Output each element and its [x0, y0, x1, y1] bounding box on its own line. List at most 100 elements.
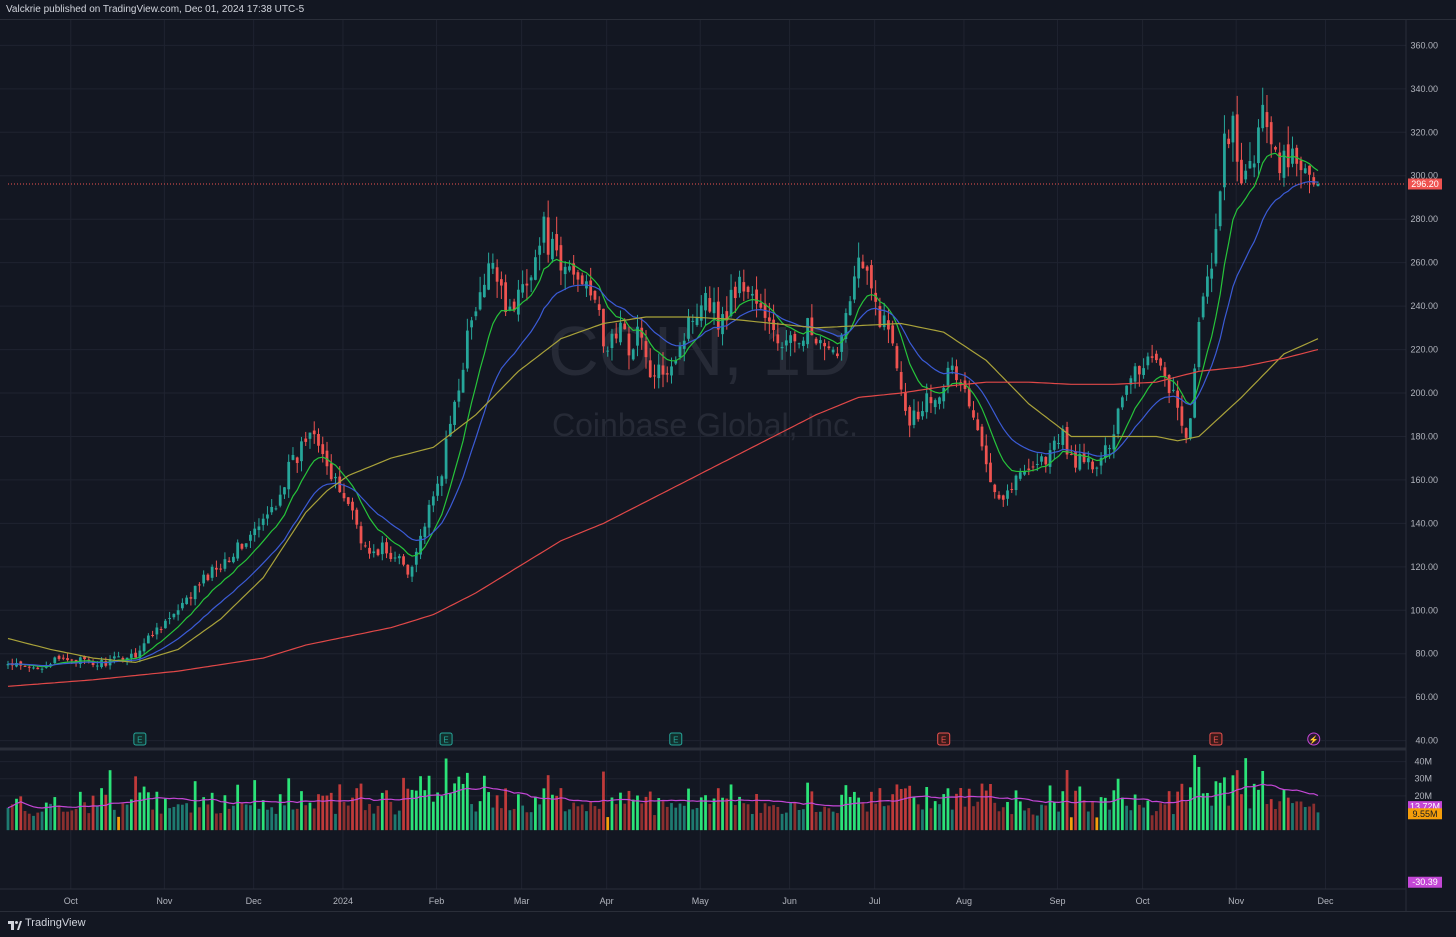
- volume-bar: [1065, 770, 1069, 831]
- volume-bar: [19, 796, 23, 831]
- volume-bar: [610, 797, 614, 831]
- news-event-icon[interactable]: ⚡: [1307, 732, 1321, 746]
- earnings-event-icon[interactable]: E: [439, 732, 453, 746]
- earnings-event-icon[interactable]: E: [669, 732, 683, 746]
- footer-bar: TradingView: [0, 911, 1456, 937]
- volume-bar: [117, 816, 120, 831]
- volume-bar: [1316, 812, 1320, 831]
- volume-bar: [546, 775, 550, 831]
- volume-bar: [351, 797, 354, 831]
- candle-body: [444, 438, 448, 479]
- volume-bar: [1218, 782, 1222, 831]
- volume-bar: [818, 811, 822, 831]
- volume-bar: [172, 806, 176, 831]
- volume-bar: [300, 791, 303, 831]
- candle-body: [997, 494, 1001, 499]
- volume-bar: [355, 788, 359, 831]
- candle-body: [448, 423, 452, 437]
- volume-bar: [687, 788, 690, 831]
- volume-tick-label: 30M: [1414, 774, 1432, 784]
- candle-body: [1150, 356, 1154, 358]
- volume-bar: [793, 801, 797, 831]
- volume-bar: [346, 805, 350, 831]
- volume-series: [6, 755, 1320, 831]
- chart-canvas[interactable]: COIN, 1D Coinbase Global, Inc. 40.00 60.0…: [0, 20, 1456, 911]
- volume-bar: [755, 794, 758, 831]
- volume-bar: [317, 794, 320, 831]
- volume-bar: [1244, 758, 1248, 831]
- candle-body: [1142, 368, 1145, 376]
- volume-bar: [563, 811, 567, 831]
- candle-body: [134, 652, 137, 658]
- candle-body: [151, 635, 154, 637]
- candle-body: [210, 566, 214, 578]
- volume-badge: -30.39: [1408, 876, 1442, 888]
- earnings-event-icon[interactable]: E: [937, 732, 951, 746]
- candle-body: [427, 504, 431, 528]
- volume-bar: [1010, 814, 1014, 831]
- candle-body: [1312, 177, 1316, 185]
- time-tick-label: Nov: [156, 896, 173, 906]
- candle-body: [1040, 456, 1043, 462]
- volume-bar: [721, 797, 724, 831]
- volume-bar: [70, 810, 74, 831]
- candle-body: [614, 333, 618, 339]
- volume-bar: [66, 811, 69, 831]
- volume-bar: [457, 776, 461, 831]
- volume-bar: [83, 802, 86, 831]
- candle-body: [457, 390, 461, 402]
- event-markers[interactable]: E E E E E ⚡: [133, 732, 1321, 746]
- svg-text:E: E: [1213, 736, 1218, 745]
- candle-body: [644, 341, 648, 358]
- volume-bar: [1099, 797, 1103, 831]
- candle-body: [670, 366, 673, 376]
- volume-bar: [938, 804, 941, 831]
- volume-bar: [1108, 809, 1111, 831]
- candle-body: [1035, 464, 1039, 466]
- volume-bar: [823, 806, 827, 831]
- candle-body: [980, 426, 984, 447]
- earnings-event-icon[interactable]: E: [133, 732, 147, 746]
- candle-body: [882, 315, 886, 328]
- volume-bar: [517, 794, 520, 831]
- volume-bar: [657, 798, 661, 831]
- candle-body: [1227, 138, 1231, 145]
- volume-bar: [189, 812, 193, 831]
- volume-bar: [215, 813, 218, 831]
- volume-bar: [121, 803, 125, 831]
- volume-bar: [929, 808, 933, 831]
- volume-bar: [529, 812, 533, 831]
- candle-body: [780, 347, 784, 349]
- volume-tick-label: 40M: [1414, 757, 1432, 767]
- volume-bar: [27, 813, 31, 831]
- candle-body: [1184, 428, 1188, 438]
- volume-bar: [159, 813, 163, 831]
- candle-body: [206, 574, 210, 581]
- volume-bar: [933, 801, 937, 831]
- candle-body: [848, 301, 852, 316]
- volume-bar: [1057, 811, 1060, 831]
- candle-body: [1316, 184, 1320, 187]
- candle-body: [784, 340, 788, 346]
- candle-body: [801, 340, 805, 346]
- volume-bar: [278, 794, 282, 831]
- volume-bar: [32, 815, 35, 831]
- candle-body: [189, 597, 193, 599]
- candle-body: [827, 346, 831, 349]
- candle-body: [342, 493, 346, 499]
- volume-bar: [495, 795, 499, 831]
- candle-body: [470, 320, 473, 328]
- candle-body: [1108, 448, 1111, 450]
- candle-body: [223, 559, 227, 569]
- candle-body: [244, 543, 248, 547]
- volume-bar: [827, 808, 831, 831]
- candle-body: [278, 494, 282, 506]
- volume-bar: [312, 808, 316, 831]
- volume-bar: [997, 811, 1001, 831]
- volume-bar: [1023, 810, 1026, 831]
- candle-body: [1218, 191, 1222, 227]
- volume-bar: [253, 780, 257, 831]
- volume-bar: [287, 778, 291, 831]
- earnings-event-icon[interactable]: E: [1209, 732, 1223, 746]
